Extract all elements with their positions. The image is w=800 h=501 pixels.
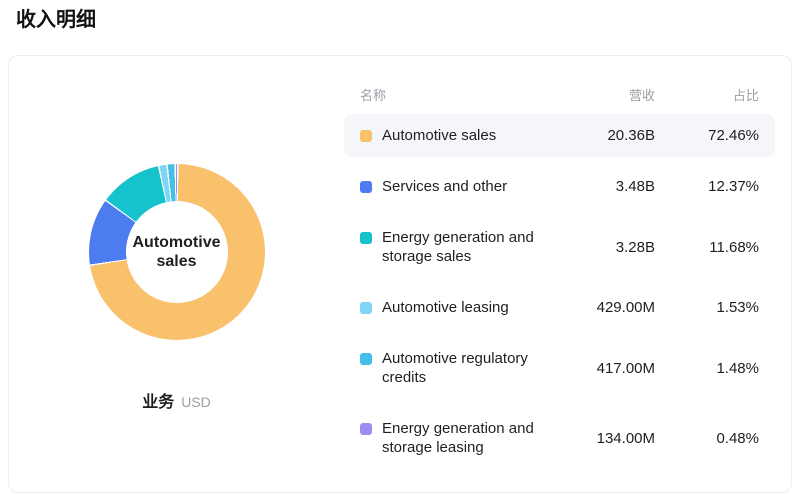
legend-swatch xyxy=(360,181,372,193)
breakdown-table: 名称 营收 占比 Automotive sales 20.36B 72.46% … xyxy=(344,56,791,492)
page-title: 收入明细 xyxy=(16,9,96,31)
revenue-breakdown-card: Automotive sales 业务 USD 名称 营收 占比 Automot… xyxy=(8,55,792,493)
legend-swatch xyxy=(360,423,372,435)
row-share: 11.68% xyxy=(709,238,759,256)
legend-swatch xyxy=(360,130,372,142)
row-name-cell: Automotive sales xyxy=(360,126,545,145)
table-header: 名称 营收 占比 xyxy=(344,88,775,104)
table-row[interactable]: Energy generation and storage leasing 13… xyxy=(344,407,775,469)
row-revenue: 3.48B xyxy=(615,178,655,195)
row-revenue: 134.00M xyxy=(596,429,655,447)
row-name-cell: Automotive leasing xyxy=(360,298,545,317)
row-name: Automotive regulatory credits xyxy=(382,350,528,386)
row-share: 0.48% xyxy=(716,429,759,447)
row-name-cell: Energy generation and storage sales xyxy=(360,228,545,266)
row-revenue: 20.36B xyxy=(607,127,655,144)
table-row[interactable]: Automotive leasing 429.00M 1.53% xyxy=(344,286,775,329)
table-row[interactable]: Automotive sales 20.36B 72.46% xyxy=(344,114,775,157)
table-row[interactable]: Automotive regulatory credits 417.00M 1.… xyxy=(344,337,775,399)
table-row[interactable]: Energy generation and storage sales 3.28… xyxy=(344,216,775,278)
col-header-revenue: 营收 xyxy=(628,88,655,103)
legend-swatch xyxy=(360,302,372,314)
row-revenue: 417.00M xyxy=(596,359,655,377)
chart-pane: Automotive sales 业务 USD xyxy=(9,56,344,492)
row-revenue: 429.00M xyxy=(596,299,655,316)
donut-hole: Automotive sales xyxy=(125,201,228,303)
row-share: 12.37% xyxy=(708,178,759,195)
row-name-cell: Services and other xyxy=(360,177,545,196)
row-name-cell: Automotive regulatory credits xyxy=(360,349,545,387)
legend-swatch xyxy=(360,232,372,244)
chart-footer: 业务 USD xyxy=(142,388,211,412)
row-name: Automotive leasing xyxy=(382,299,509,316)
donut-center-label: Automotive sales xyxy=(132,234,221,270)
chart-dimension-label: 业务 xyxy=(142,394,175,411)
row-name: Energy generation and storage sales xyxy=(382,229,534,265)
col-header-share: 占比 xyxy=(732,88,759,103)
row-name: Energy generation and storage leasing xyxy=(382,420,534,456)
table-row[interactable]: Services and other 3.48B 12.37% xyxy=(344,165,775,208)
table-body: Automotive sales 20.36B 72.46% Services … xyxy=(344,114,775,469)
col-header-name: 名称 xyxy=(360,88,387,103)
legend-swatch xyxy=(360,353,372,365)
row-share: 72.46% xyxy=(708,127,759,144)
row-name-cell: Energy generation and storage leasing xyxy=(360,419,545,457)
row-share: 1.48% xyxy=(716,359,759,377)
chart-currency-unit: USD xyxy=(181,394,211,410)
row-revenue: 3.28B xyxy=(615,238,655,256)
donut-wrap: Automotive sales xyxy=(88,164,265,340)
row-share: 1.53% xyxy=(716,299,759,316)
row-name: Automotive sales xyxy=(382,127,497,144)
row-name: Services and other xyxy=(382,178,508,195)
